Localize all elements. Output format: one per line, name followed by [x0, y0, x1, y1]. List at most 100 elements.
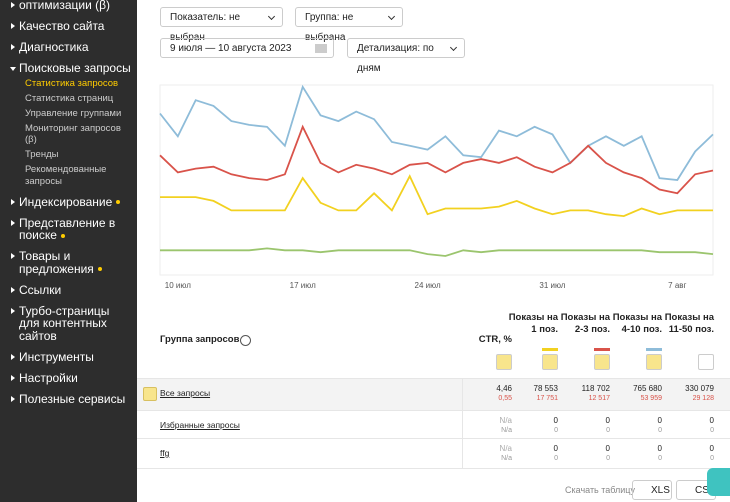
column-color [594, 348, 610, 351]
menu-item[interactable]: Товары и предложения [0, 250, 137, 275]
table-bottom [137, 468, 730, 469]
plot-area [159, 84, 714, 276]
cell-value: 0 [709, 444, 714, 453]
x-tick-label: 31 июл [539, 281, 565, 290]
cell: N/a N/a [452, 444, 512, 464]
row-name[interactable]: ffg [160, 448, 170, 458]
menu-item[interactable]: Ссылки [0, 282, 137, 297]
cell-delta: N/a [501, 427, 512, 434]
cell: 4,46 0,55 [452, 384, 512, 404]
menu-item[interactable]: Поисковые запросы [0, 60, 137, 75]
menu-item[interactable]: Индексирование [0, 194, 137, 209]
submenu-item[interactable]: Статистика страниц [25, 92, 114, 104]
calendar-icon [315, 44, 327, 53]
menu-dot [97, 267, 102, 272]
cell-value: 0 [657, 416, 662, 425]
cell-value: 765 680 [633, 384, 662, 393]
cell-delta: 0 [710, 427, 714, 434]
cell-value: 0 [553, 416, 558, 425]
series-line [159, 124, 714, 195]
cell-value: 78 553 [533, 384, 558, 393]
menu-label: Ссылки [19, 282, 62, 297]
column-color [542, 348, 558, 351]
submenu-item[interactable]: Мониторинг запросов (β) [25, 122, 121, 146]
cell-value: 0 [553, 444, 558, 453]
group-select[interactable]: Группа: не выбрана [295, 7, 403, 43]
column-header: Показы на 11-50 поз. [664, 312, 714, 335]
settings-icon[interactable] [240, 335, 251, 346]
menu-label: Полезные сервисы [19, 391, 126, 406]
menu-label: оптимизации (β) [19, 0, 111, 12]
submenu-item[interactable]: Управление группами [25, 107, 122, 119]
series-line [160, 174, 713, 218]
submenu-item[interactable]: Рекомендованные запросы [25, 164, 107, 187]
xls-button[interactable]: XLS [632, 480, 672, 500]
column-chart-toggle[interactable] [594, 354, 610, 370]
menu-label: Инструменты [19, 349, 94, 364]
group-header: Группа запросов [160, 334, 240, 345]
menu-dot [60, 233, 65, 238]
column-header: CTR, % [478, 334, 512, 345]
column-chart-toggle[interactable] [542, 354, 558, 370]
cell-delta: 0 [554, 455, 558, 462]
column-header: Показы на 2-3 поз. [560, 312, 610, 335]
menu-label: Диагностика [19, 39, 89, 54]
cell-delta: N/a [501, 455, 512, 462]
cell: N/a N/a [452, 416, 512, 436]
row-chart-icon[interactable] [143, 387, 157, 401]
x-tick-label: 24 июл [415, 281, 441, 290]
series-line [160, 247, 714, 257]
menu-item[interactable]: оптимизации (β) [0, 0, 137, 11]
cell-delta: 53 959 [640, 395, 662, 402]
cell-delta: 0 [606, 455, 610, 462]
menu-label: Настройки [19, 370, 78, 385]
menu-item[interactable]: Диагностика [0, 39, 137, 54]
cell: 78 553 17 751 [498, 384, 558, 404]
cell: 765 680 53 959 [602, 384, 662, 404]
row-name[interactable]: Все запросы [160, 388, 211, 398]
menu-label: Турбо-страницы для контентных сайтов [19, 303, 110, 343]
submenu-item[interactable]: Статистика запросов [25, 77, 119, 89]
period-picker[interactable]: 9 июля — 10 августа 2023 [160, 38, 334, 58]
x-tick-label: 7 авг [668, 281, 686, 290]
detail-select[interactable]: Детализация: по дням [347, 38, 465, 74]
chat-widget[interactable] [707, 468, 730, 496]
cell-delta: 0 [658, 427, 662, 434]
menu-item[interactable]: Настройки [0, 370, 137, 385]
cell-delta: 17 751 [536, 395, 558, 402]
column-header: Показы на 4-10 поз. [612, 312, 662, 335]
menu-label: Поисковые запросы [19, 60, 131, 75]
menu-item[interactable]: Турбо-страницы для контентных сайтов [0, 303, 137, 343]
menu-item[interactable]: Полезные сервисы [0, 391, 137, 406]
column-divider [462, 378, 463, 468]
column-chart-toggle[interactable] [646, 354, 662, 370]
chart: 10 июл 17 июл 24 июл 31 июл 7 авг [159, 44, 714, 290]
column-chart-toggle[interactable] [496, 354, 512, 370]
menu-item[interactable]: Инструменты [0, 349, 137, 364]
menu-item[interactable]: Представление в поиске [0, 216, 137, 242]
cell-delta: 0,55 [498, 395, 512, 402]
row-name[interactable]: Избранные запросы [160, 420, 240, 430]
column-chart-toggle[interactable] [698, 354, 714, 370]
column-color [646, 348, 662, 351]
table-row [137, 438, 730, 467]
cell-value: 0 [605, 444, 610, 453]
cell-value: 0 [657, 444, 662, 453]
metric-select[interactable]: Показатель: не выбран [160, 7, 283, 43]
menu-label: Товары и предложения [19, 249, 94, 276]
menu-label: Качество сайта [19, 18, 105, 33]
submenu-item[interactable]: Тренды [25, 149, 59, 160]
cell-delta: 0 [554, 427, 558, 434]
menu-item[interactable]: Качество сайта [0, 18, 137, 33]
cell-value: N/a [499, 416, 512, 425]
menu-label: Индексирование [19, 194, 113, 209]
table-row [137, 378, 730, 410]
x-tick-label: 17 июл [290, 281, 316, 290]
